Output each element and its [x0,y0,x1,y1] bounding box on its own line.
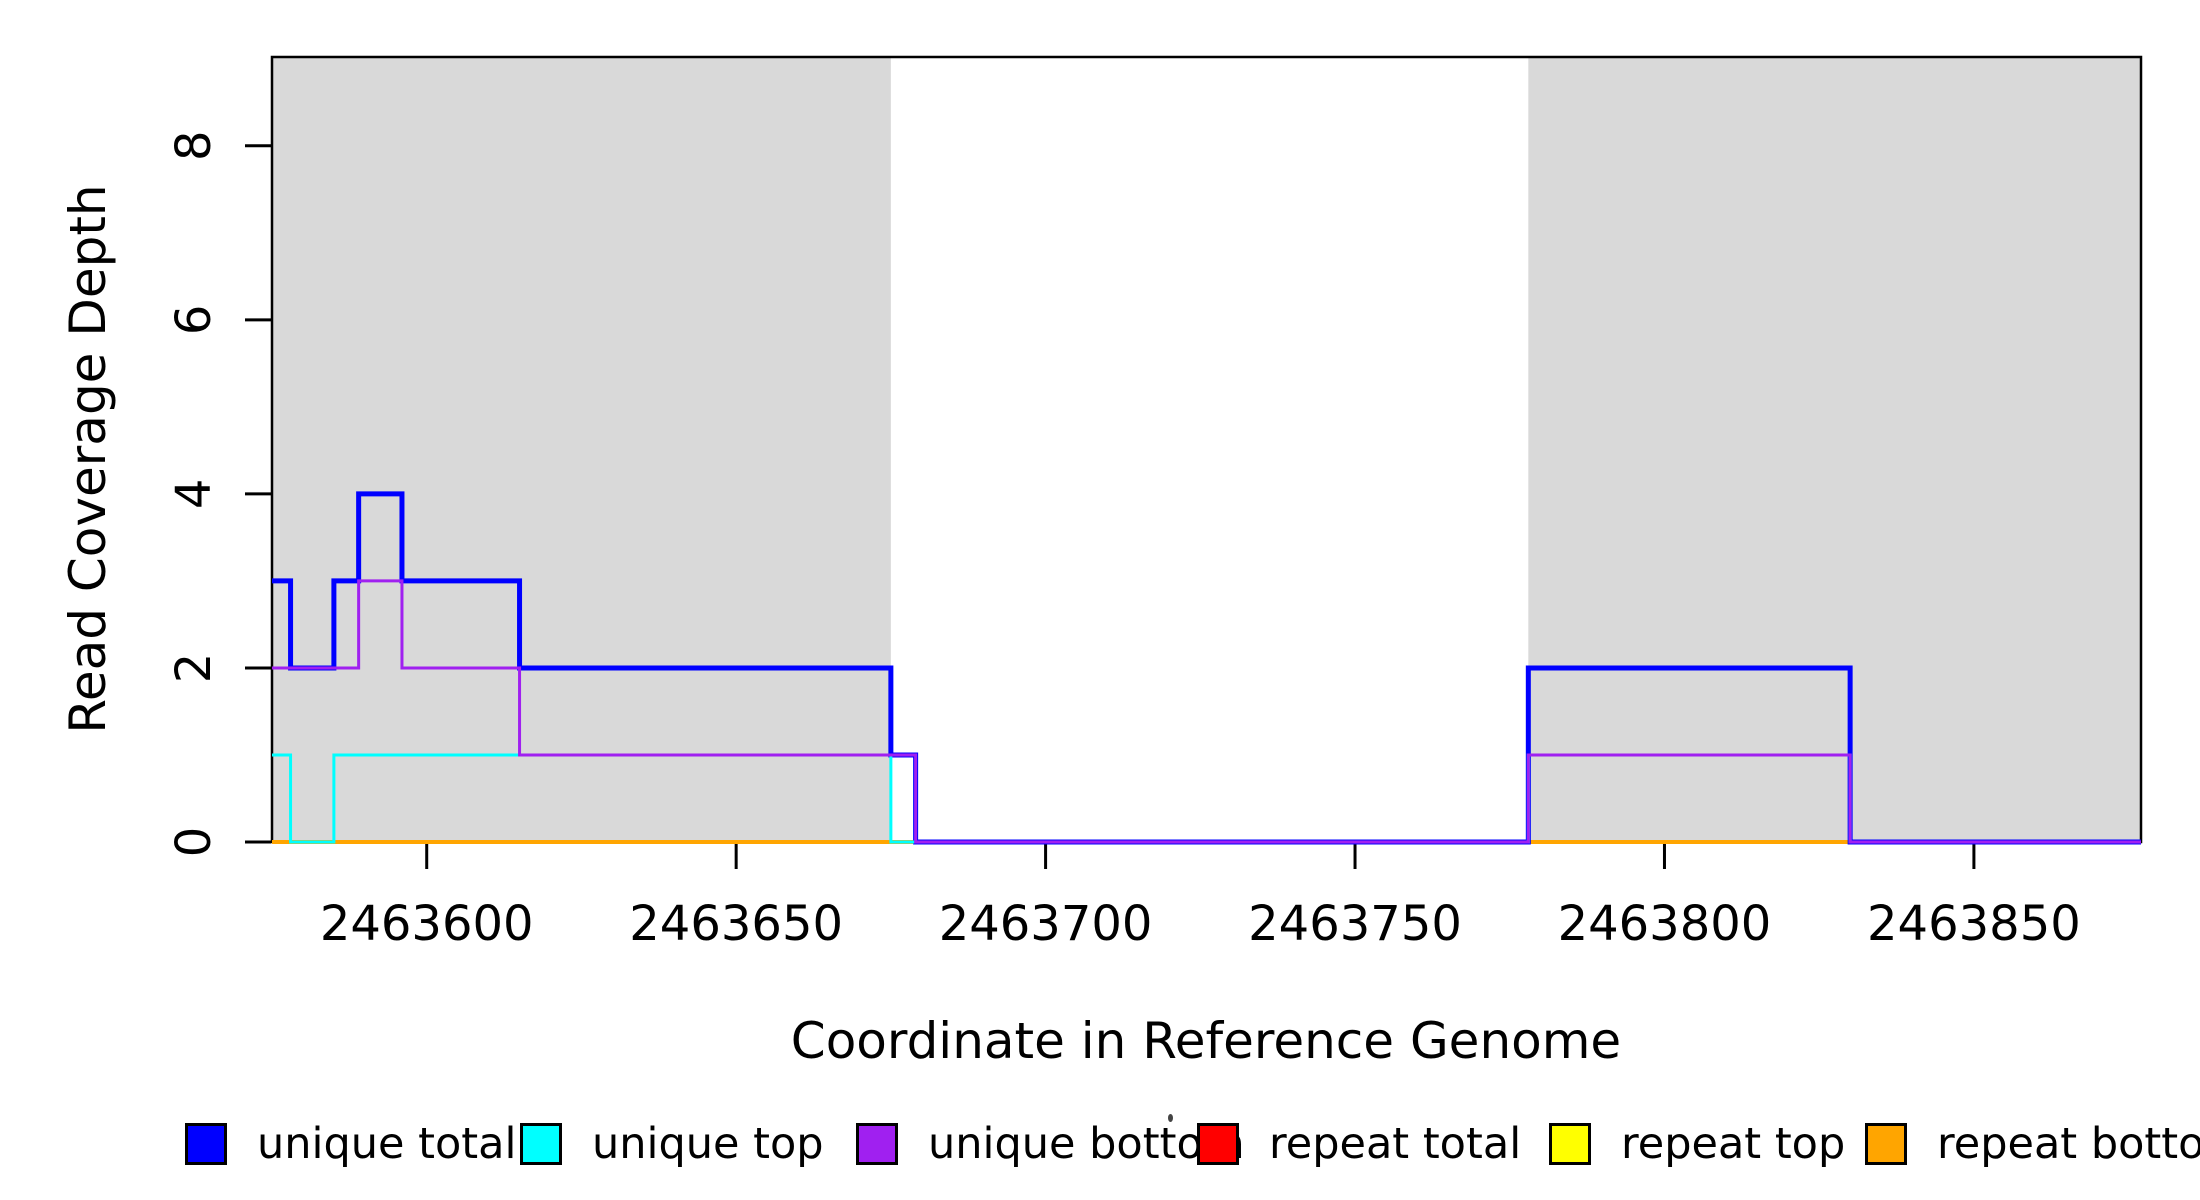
legend-swatch-icon-unique-bottom [856,1123,898,1165]
y-tick-label: 4 [166,479,222,510]
legend-item-unique-total: unique total [185,1112,516,1176]
y-tick-label: 0 [166,827,222,858]
legend-swatch-icon-unique-top [520,1123,562,1165]
y-tick-label: 6 [166,305,222,336]
y-tick-label: 2 [166,653,222,684]
legend-item-repeat-total: repeat total [1197,1112,1521,1176]
legend-swatch-icon-repeat-top [1549,1123,1591,1165]
legend-item-repeat-bottom: repeat bottom [1865,1112,2200,1176]
x-tick-label: 2463650 [629,896,843,952]
legend-item-unique-bottom: unique bottom [856,1112,1245,1176]
legend-label-unique-total: unique total [257,1119,517,1169]
series-unique-bottom [272,579,2141,844]
legend-label-repeat-total: repeat total [1269,1119,1522,1169]
legend-item-unique-top: unique top [520,1112,824,1176]
y-axis-title: Read Coverage Depth [59,184,117,734]
legend-label-repeat-bottom: repeat bottom [1937,1119,2200,1169]
series-unique-total [272,491,2141,845]
x-axis-title: Coordinate in Reference Genome [790,1012,1622,1070]
legend-label-unique-top: unique top [592,1119,824,1169]
legend-swatch-icon-repeat-bottom [1865,1123,1907,1165]
x-tick-label: 2463800 [1558,896,1772,952]
legend: unique total unique top unique bottom repea… [0,1112,2200,1192]
y-tick-label: 8 [166,130,222,161]
x-tick-label: 2463850 [1867,896,2081,952]
legend-swatch-icon-repeat-total [1197,1123,1239,1165]
legend-item-repeat-top: repeat top [1549,1112,1845,1176]
x-tick-label: 2463600 [320,896,534,952]
legend-stray-dot-artifact [1168,1114,1173,1122]
shaded-repeat-region-2 [1528,57,2141,842]
legend-swatch-icon-unique-total [185,1123,227,1165]
shaded-repeat-region-1 [272,57,891,842]
legend-label-unique-bottom: unique bottom [928,1119,1245,1169]
x-tick-label: 2463700 [939,896,1153,952]
x-tick-label: 2463750 [1248,896,1462,952]
legend-label-repeat-top: repeat top [1621,1119,1846,1169]
